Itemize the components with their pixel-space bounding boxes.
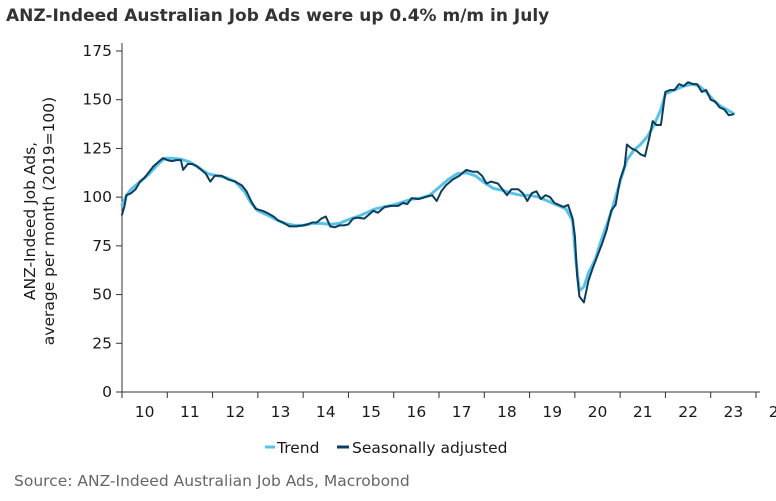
- y-tick-label: 0: [102, 383, 112, 401]
- x-tick-label: 22: [678, 403, 698, 421]
- y-tick-label: 175: [82, 42, 112, 60]
- source-note: Source: ANZ-Indeed Australian Job Ads, M…: [14, 472, 410, 490]
- x-tick-label: 16: [406, 403, 426, 421]
- chart: 0 25 50 75 100 125 150 175 10 11 12 13 14 15 16 17 18 19…: [21, 42, 776, 457]
- x-tick-label: 10: [135, 403, 155, 421]
- y-tick-label: 125: [82, 139, 112, 157]
- y-axis-label-line-1: ANZ-Indeed Job Ads,: [21, 142, 39, 300]
- x-tick-label: 21: [633, 403, 653, 421]
- x-tick-label: 20: [588, 403, 608, 421]
- x-tick-label: 11: [180, 403, 200, 421]
- series-line-trend: [120, 82, 735, 293]
- x-tick-label: 15: [361, 403, 381, 421]
- legend-label-trend: Trend: [276, 439, 319, 457]
- x-tick-label: 13: [271, 403, 291, 421]
- y-axis: 0 25 50 75 100 125 150 175: [82, 42, 123, 401]
- y-tick-label: 100: [82, 188, 112, 206]
- x-tick-label: 24: [769, 403, 776, 421]
- x-tick-label: 17: [452, 403, 472, 421]
- x-tick-label: 14: [316, 403, 336, 421]
- chart-title: ANZ-Indeed Australian Job Ads were up 0.…: [6, 6, 550, 26]
- legend: Trend Seasonally adjusted: [265, 439, 507, 457]
- x-tick-label: 23: [723, 403, 743, 421]
- y-tick-label: 25: [92, 334, 112, 352]
- y-axis-label-line-2: average per month (2019=100): [40, 97, 58, 345]
- y-tick-label: 150: [82, 91, 112, 109]
- legend-label-seasonally-adjusted: Seasonally adjusted: [352, 439, 507, 457]
- x-tick-label: 19: [542, 403, 562, 421]
- y-tick-label: 75: [92, 237, 112, 255]
- x-axis: 10 11 12 13 14 15 16 17 18 19 20 21 22 23 24: [121, 391, 776, 421]
- x-tick-label: 12: [225, 403, 245, 421]
- series-line-seasonally-adjusted: [121, 81, 735, 304]
- x-tick-label: 18: [497, 403, 517, 421]
- y-tick-label: 50: [92, 286, 112, 304]
- series-layer: [120, 81, 735, 304]
